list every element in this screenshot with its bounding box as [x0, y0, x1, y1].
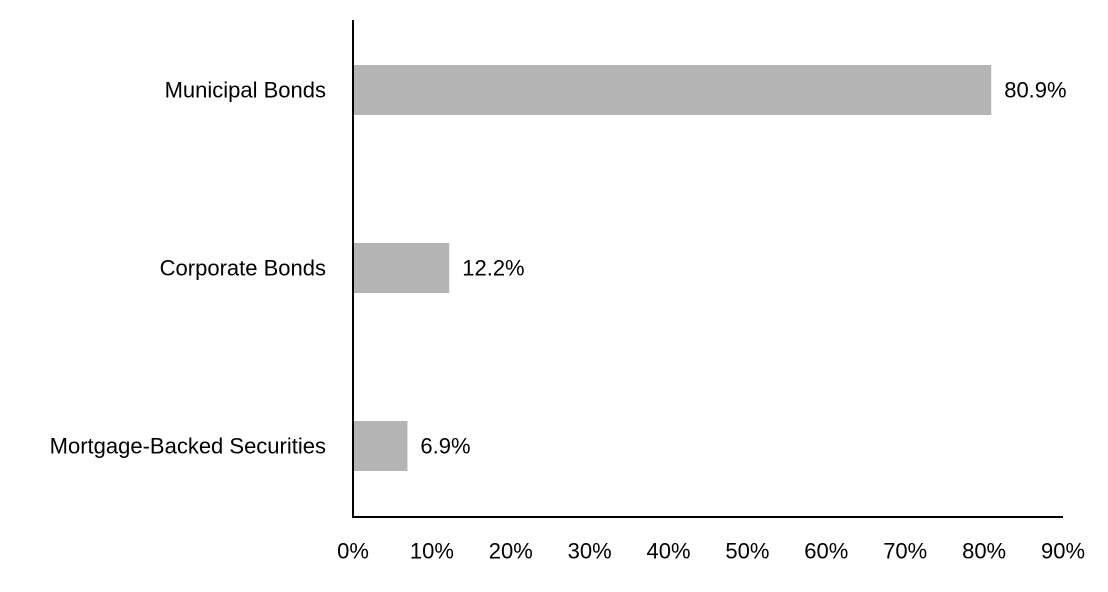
- category-label: Mortgage-Backed Securities: [50, 434, 326, 459]
- bar-municipal-bonds: [353, 65, 992, 115]
- category-label: Municipal Bonds: [165, 78, 326, 103]
- x-tick-label: 20%: [489, 539, 533, 564]
- category-label: Corporate Bonds: [160, 256, 326, 281]
- x-tick-label: 60%: [804, 539, 848, 564]
- data-label: 12.2%: [462, 256, 524, 281]
- bars-group: [353, 65, 992, 471]
- x-tick-label: 90%: [1041, 539, 1085, 564]
- x-tick-label: 70%: [883, 539, 927, 564]
- x-tick-label: 50%: [725, 539, 769, 564]
- x-tick-label: 30%: [568, 539, 612, 564]
- data-label: 6.9%: [420, 434, 470, 459]
- category-labels: Municipal Bonds Corporate Bonds Mortgage-B…: [50, 78, 326, 459]
- data-labels: 80.9% 12.2% 6.9%: [420, 78, 1066, 459]
- bar-mortgage-backed-securities: [353, 421, 408, 471]
- x-tick-labels: 0% 10% 20% 30% 40% 50% 60% 70% 80% 90%: [337, 539, 1085, 564]
- x-tick-label: 40%: [647, 539, 691, 564]
- bar-corporate-bonds: [353, 243, 450, 293]
- data-label: 80.9%: [1004, 78, 1066, 103]
- x-tick-label: 10%: [410, 539, 454, 564]
- x-tick-label: 80%: [962, 539, 1006, 564]
- x-tick-label: 0%: [337, 539, 369, 564]
